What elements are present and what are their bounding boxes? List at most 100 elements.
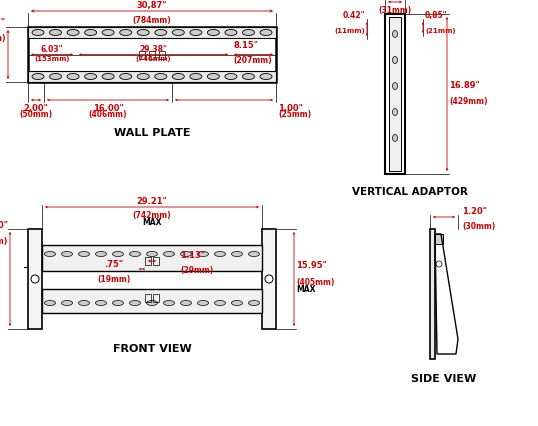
Ellipse shape [119, 74, 132, 81]
Bar [145, 257, 151, 265]
Text: 16.00": 16.00" [93, 104, 123, 113]
Text: (406mm): (406mm) [89, 110, 128, 119]
Ellipse shape [67, 74, 79, 81]
Text: 1,00": 1,00" [278, 104, 303, 113]
Bar [139, 52, 145, 59]
Text: 2.40": 2.40" [0, 221, 8, 230]
Ellipse shape [215, 301, 225, 306]
Ellipse shape [146, 252, 158, 257]
Text: (784mm): (784mm) [133, 16, 172, 25]
Text: FRONT VIEW: FRONT VIEW [112, 343, 192, 353]
Text: 29.21": 29.21" [137, 196, 167, 205]
Bar [42, 289, 262, 313]
Text: MAX: MAX [142, 218, 162, 227]
Ellipse shape [190, 30, 202, 36]
Ellipse shape [155, 30, 167, 36]
Ellipse shape [61, 301, 73, 306]
Ellipse shape [181, 252, 192, 257]
Ellipse shape [146, 301, 158, 306]
Text: 6.03": 6.03" [41, 44, 63, 53]
Text: WALL PLATE: WALL PLATE [114, 128, 190, 138]
Ellipse shape [49, 30, 61, 36]
Bar [28, 28, 276, 83]
Ellipse shape [207, 74, 220, 81]
Text: 2,00": 2,00" [24, 104, 48, 113]
Ellipse shape [61, 252, 73, 257]
Text: 1.13": 1.13" [180, 250, 205, 259]
Bar [389, 18, 401, 172]
Ellipse shape [45, 301, 55, 306]
Text: (19mm): (19mm) [97, 274, 131, 283]
Ellipse shape [137, 30, 149, 36]
Ellipse shape [197, 301, 209, 306]
Ellipse shape [393, 58, 398, 64]
Text: (30mm): (30mm) [462, 222, 495, 230]
Text: 1.20": 1.20" [462, 207, 487, 216]
Ellipse shape [84, 74, 97, 81]
Text: 16.89": 16.89" [449, 81, 480, 90]
Ellipse shape [231, 252, 243, 257]
Text: .75": .75" [104, 259, 124, 268]
Ellipse shape [393, 135, 398, 142]
Ellipse shape [260, 74, 272, 81]
Text: (742mm): (742mm) [133, 210, 171, 219]
Ellipse shape [207, 30, 220, 36]
Text: 29.38": 29.38" [139, 44, 167, 53]
Bar [28, 28, 276, 39]
Ellipse shape [112, 301, 124, 306]
Text: (25mm): (25mm) [278, 110, 311, 119]
Bar [28, 72, 276, 83]
Text: (746mm): (746mm) [136, 56, 171, 62]
Text: (153mm): (153mm) [34, 56, 70, 62]
Bar [435, 234, 443, 245]
Ellipse shape [215, 252, 225, 257]
Ellipse shape [393, 32, 398, 38]
Text: MAX: MAX [296, 284, 315, 294]
Ellipse shape [172, 74, 185, 81]
Ellipse shape [225, 30, 237, 36]
Bar [149, 52, 155, 59]
Text: (11mm): (11mm) [334, 28, 365, 34]
Text: 1.25": 1.25" [383, 0, 408, 1]
Ellipse shape [67, 30, 79, 36]
Text: (29mm): (29mm) [180, 265, 213, 274]
Text: (429mm): (429mm) [449, 97, 487, 106]
Ellipse shape [172, 30, 185, 36]
Ellipse shape [243, 30, 254, 36]
Ellipse shape [130, 301, 140, 306]
Ellipse shape [96, 252, 107, 257]
Ellipse shape [393, 83, 398, 90]
Ellipse shape [49, 74, 61, 81]
Ellipse shape [84, 30, 97, 36]
Bar [385, 15, 405, 175]
Bar [262, 230, 276, 329]
Ellipse shape [102, 30, 114, 36]
Ellipse shape [249, 301, 259, 306]
Bar [153, 294, 159, 302]
Ellipse shape [32, 74, 44, 81]
Ellipse shape [102, 74, 114, 81]
Ellipse shape [79, 252, 89, 257]
Text: 0,85": 0,85" [425, 11, 448, 20]
Ellipse shape [197, 252, 209, 257]
Ellipse shape [393, 109, 398, 116]
Text: (21mm): (21mm) [425, 28, 456, 34]
Ellipse shape [130, 252, 140, 257]
Text: 8.15": 8.15" [233, 41, 258, 50]
Ellipse shape [164, 252, 174, 257]
Ellipse shape [225, 74, 237, 81]
Text: (60mm): (60mm) [0, 236, 8, 245]
Text: 0.42": 0.42" [342, 11, 365, 20]
Ellipse shape [32, 30, 44, 36]
Bar [159, 52, 165, 59]
Text: (232mm): (232mm) [0, 34, 6, 43]
Text: (50mm): (50mm) [19, 110, 53, 119]
Circle shape [265, 275, 273, 283]
Text: (207mm): (207mm) [233, 56, 272, 65]
Ellipse shape [243, 74, 254, 81]
Ellipse shape [45, 252, 55, 257]
Text: SIDE VIEW: SIDE VIEW [412, 373, 477, 383]
Ellipse shape [231, 301, 243, 306]
Ellipse shape [181, 301, 192, 306]
Text: 9.15": 9.15" [0, 18, 6, 27]
